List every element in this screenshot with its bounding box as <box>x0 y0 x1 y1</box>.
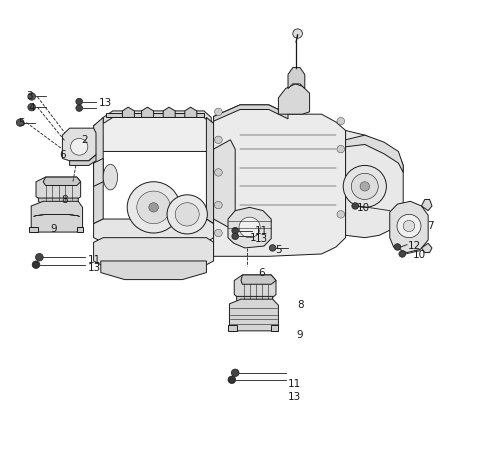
Polygon shape <box>214 105 346 256</box>
Circle shape <box>239 217 260 238</box>
Circle shape <box>36 254 43 261</box>
Circle shape <box>228 376 236 384</box>
Polygon shape <box>346 130 403 238</box>
Circle shape <box>215 136 222 144</box>
Text: 8: 8 <box>61 195 68 206</box>
Circle shape <box>215 201 222 209</box>
Text: 2: 2 <box>82 135 88 145</box>
Circle shape <box>167 195 207 234</box>
Text: 4: 4 <box>29 103 36 113</box>
Polygon shape <box>288 68 305 89</box>
Circle shape <box>232 233 239 240</box>
Text: 7: 7 <box>427 221 434 231</box>
Text: 9: 9 <box>297 329 303 340</box>
Circle shape <box>337 117 345 125</box>
Text: 9: 9 <box>50 224 57 234</box>
Circle shape <box>337 145 345 153</box>
Circle shape <box>76 105 83 111</box>
Circle shape <box>28 93 36 100</box>
Polygon shape <box>94 116 214 151</box>
Polygon shape <box>390 201 428 253</box>
Polygon shape <box>241 275 276 284</box>
Text: 13: 13 <box>254 233 268 244</box>
Polygon shape <box>94 117 103 224</box>
Text: 11: 11 <box>288 379 301 390</box>
Polygon shape <box>278 84 310 114</box>
Circle shape <box>343 165 386 207</box>
Polygon shape <box>142 107 154 117</box>
Circle shape <box>403 220 415 232</box>
Polygon shape <box>214 105 288 121</box>
Circle shape <box>76 98 83 105</box>
Polygon shape <box>101 261 206 280</box>
Text: 12: 12 <box>408 240 421 251</box>
Text: 1: 1 <box>250 233 256 243</box>
Polygon shape <box>94 238 214 275</box>
Polygon shape <box>206 117 214 224</box>
Polygon shape <box>106 113 204 117</box>
Text: 10: 10 <box>357 203 370 213</box>
Circle shape <box>28 103 36 111</box>
Circle shape <box>215 229 222 237</box>
Polygon shape <box>228 325 237 331</box>
Text: 6: 6 <box>258 267 264 278</box>
Circle shape <box>231 369 239 377</box>
Polygon shape <box>31 201 83 232</box>
Polygon shape <box>38 198 78 205</box>
Polygon shape <box>421 199 432 211</box>
Text: 11: 11 <box>88 254 101 265</box>
Polygon shape <box>185 107 197 117</box>
Circle shape <box>352 203 359 209</box>
Circle shape <box>269 245 276 251</box>
Polygon shape <box>237 296 273 304</box>
Text: 13: 13 <box>88 263 101 273</box>
Polygon shape <box>94 219 214 242</box>
Circle shape <box>337 211 345 218</box>
Polygon shape <box>234 275 276 300</box>
Polygon shape <box>103 111 211 123</box>
Polygon shape <box>62 128 96 161</box>
Circle shape <box>127 182 180 233</box>
Circle shape <box>399 251 406 257</box>
Circle shape <box>149 203 158 212</box>
Polygon shape <box>29 227 38 232</box>
Polygon shape <box>36 177 81 201</box>
Circle shape <box>137 191 170 224</box>
Circle shape <box>351 173 378 199</box>
Polygon shape <box>346 135 403 172</box>
Circle shape <box>71 138 88 155</box>
Circle shape <box>175 203 199 226</box>
Polygon shape <box>122 107 134 117</box>
Text: 5: 5 <box>275 245 282 255</box>
Text: 3: 3 <box>26 90 33 101</box>
Polygon shape <box>271 325 278 331</box>
Polygon shape <box>77 227 83 232</box>
Text: 13: 13 <box>98 97 112 108</box>
Text: 6: 6 <box>59 150 66 160</box>
Circle shape <box>215 108 222 116</box>
Polygon shape <box>229 299 278 331</box>
Polygon shape <box>421 243 432 253</box>
Text: 11: 11 <box>254 226 268 236</box>
Circle shape <box>397 214 421 238</box>
Circle shape <box>232 227 239 234</box>
Polygon shape <box>43 177 81 185</box>
Circle shape <box>293 29 302 38</box>
Ellipse shape <box>103 164 118 190</box>
Circle shape <box>16 119 24 126</box>
Polygon shape <box>94 158 103 186</box>
Circle shape <box>360 182 370 191</box>
Polygon shape <box>228 207 271 248</box>
Text: 8: 8 <box>298 300 304 310</box>
Circle shape <box>215 169 222 176</box>
Polygon shape <box>70 155 96 165</box>
Polygon shape <box>163 107 175 117</box>
Text: 10: 10 <box>413 250 426 260</box>
Text: 13: 13 <box>288 392 301 403</box>
Circle shape <box>32 261 40 268</box>
Circle shape <box>394 244 401 250</box>
Text: 5: 5 <box>18 118 25 129</box>
Polygon shape <box>214 140 235 228</box>
